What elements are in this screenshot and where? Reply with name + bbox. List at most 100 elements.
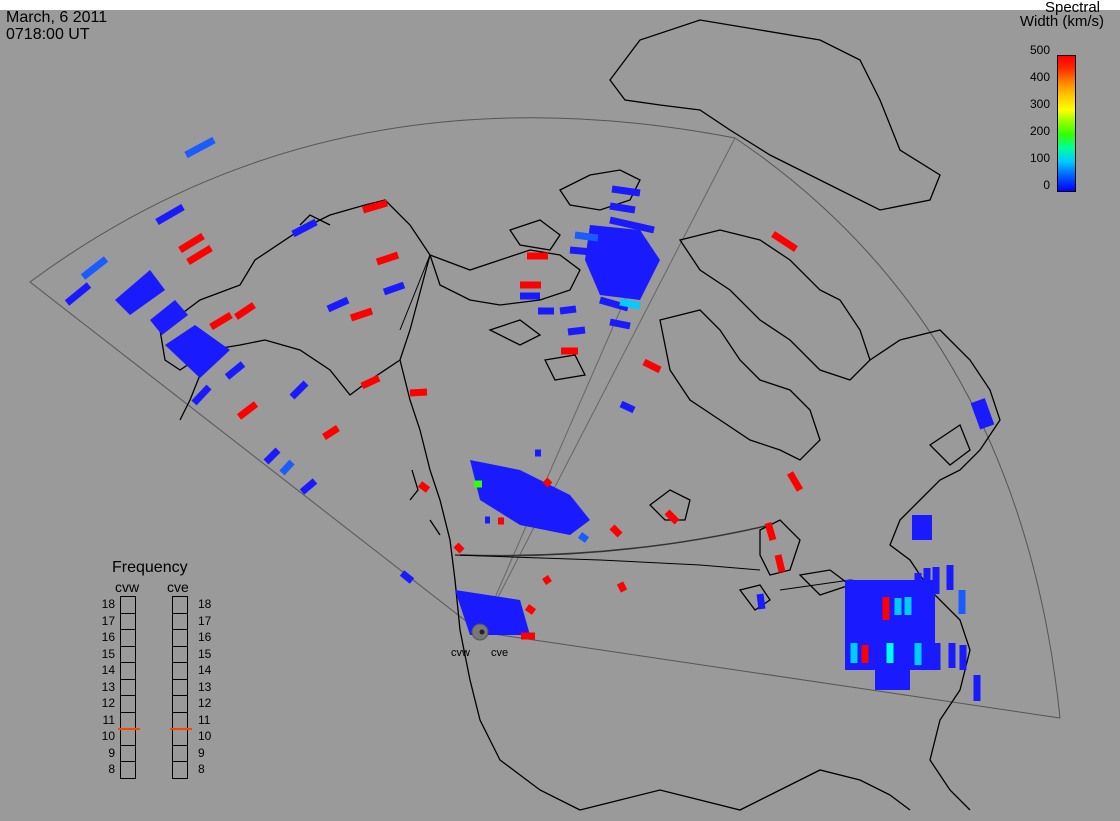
scatter-segment — [263, 447, 281, 465]
scatter-segment — [184, 136, 216, 159]
plot-panel — [0, 10, 1120, 821]
frequency-bin — [172, 645, 188, 663]
scatter-segment — [322, 425, 340, 440]
scatter-segment — [234, 302, 256, 320]
scatter-segment — [786, 471, 804, 492]
scatter-segment — [609, 524, 623, 538]
frequency-bin — [172, 761, 188, 779]
colorbar-title-line2: Width (km/s) — [1019, 13, 1104, 30]
scatter-segment — [577, 532, 590, 543]
colorbar-tick: 0 — [1043, 178, 1050, 192]
scatter-segment — [764, 522, 777, 541]
frequency-bin — [120, 728, 136, 746]
frequency-bin — [172, 744, 188, 762]
scatter-segment — [375, 251, 400, 266]
scatter-patch — [150, 300, 188, 335]
frequency-tick: 10 — [198, 729, 212, 743]
scatter-segment — [559, 305, 577, 315]
scatter-segment — [349, 307, 374, 322]
frequency-bin — [120, 711, 136, 729]
scatter-segment — [599, 296, 629, 312]
spectral-width-colorbar — [1057, 55, 1076, 192]
scatter-patch — [912, 515, 932, 540]
scatter-segment — [569, 246, 593, 256]
scatter-segment — [609, 202, 636, 214]
frequency-bin — [172, 612, 188, 630]
colorbar-tick: 100 — [1029, 151, 1050, 165]
scatter-segment — [417, 481, 431, 493]
scatter-segment — [224, 361, 246, 380]
frequency-bin — [172, 711, 188, 729]
frequency-tick: 11 — [198, 712, 211, 727]
frequency-tick: 15 — [101, 646, 115, 661]
frequency-bin — [172, 662, 188, 680]
frequency-tick: 8 — [108, 762, 115, 776]
scatter-segment — [619, 298, 641, 310]
scatter-segment — [642, 358, 662, 374]
scatter-segment — [611, 185, 641, 197]
scatter-segment — [209, 311, 233, 331]
scatter-segment — [326, 296, 350, 313]
frequency-tick: 17 — [101, 613, 115, 628]
scatter-segment — [619, 400, 636, 414]
frequency-tick: 11 — [102, 712, 115, 727]
scatter-segment — [236, 401, 259, 420]
frequency-tick: 14 — [198, 663, 212, 677]
scatter-patch — [455, 590, 530, 635]
time-label: 0718:00 UT — [6, 26, 90, 43]
frequency-marker — [118, 728, 140, 730]
radar-label-east: cve — [491, 647, 509, 659]
scatter-segment — [186, 245, 213, 265]
frequency-bin — [120, 744, 136, 762]
frequency-tick: 12 — [198, 696, 212, 710]
latitude-arc — [459, 524, 771, 557]
coastlines — [159, 19, 1001, 811]
date-label: March, 6 2011 — [6, 9, 108, 26]
scatter-segment — [64, 282, 92, 306]
frequency-bin — [120, 695, 136, 713]
scatter-segment — [542, 477, 553, 488]
scatter-patch — [875, 665, 910, 690]
frequency-bin — [172, 678, 188, 696]
scatter-segment — [191, 384, 212, 406]
scatter-segment — [409, 388, 428, 397]
scatter-segment — [289, 380, 309, 400]
scatter-segment — [291, 218, 318, 238]
frequency-tick: 13 — [198, 679, 212, 694]
frequency-tick: 8 — [198, 762, 205, 776]
frequency-bin — [120, 645, 136, 663]
colorbar-tick: 300 — [1029, 97, 1050, 111]
frequency-tick: 18 — [198, 597, 212, 611]
scatter-segment — [609, 216, 655, 234]
scatter-segment — [609, 318, 631, 330]
frequency-tick: 10 — [101, 729, 115, 743]
colorbar-tick: 200 — [1029, 124, 1050, 138]
scatter-segment — [299, 478, 318, 495]
frequency-bin — [172, 629, 188, 647]
frequency-tick: 12 — [101, 696, 115, 710]
scatter-segment — [399, 570, 415, 584]
frequency-bin — [172, 695, 188, 713]
scatter-patch — [165, 325, 230, 378]
frequency-bin — [172, 728, 188, 746]
frequency-tick: 9 — [198, 745, 205, 760]
frequency-title: Frequency — [112, 559, 188, 576]
colorbar-tick: 500 — [1029, 43, 1050, 57]
scatter-segment — [362, 199, 388, 214]
frequency-tick: 13 — [101, 679, 115, 694]
frequency-tick: 16 — [198, 630, 212, 644]
frequency-marker — [170, 728, 192, 730]
scatter-patch — [470, 460, 590, 535]
scatter-segment — [774, 554, 786, 573]
frequency-bin — [120, 662, 136, 680]
frequency-tick: 9 — [108, 745, 115, 760]
scatter-segment — [524, 604, 537, 615]
frequency-col-label-cvw: cvw — [115, 579, 140, 595]
frequency-tick: 18 — [101, 597, 115, 611]
colorbar-tick: 400 — [1029, 70, 1050, 84]
frequency-col-label-cve: cve — [167, 579, 189, 595]
scatter-patch — [115, 270, 165, 315]
scatter-segment — [542, 575, 552, 585]
